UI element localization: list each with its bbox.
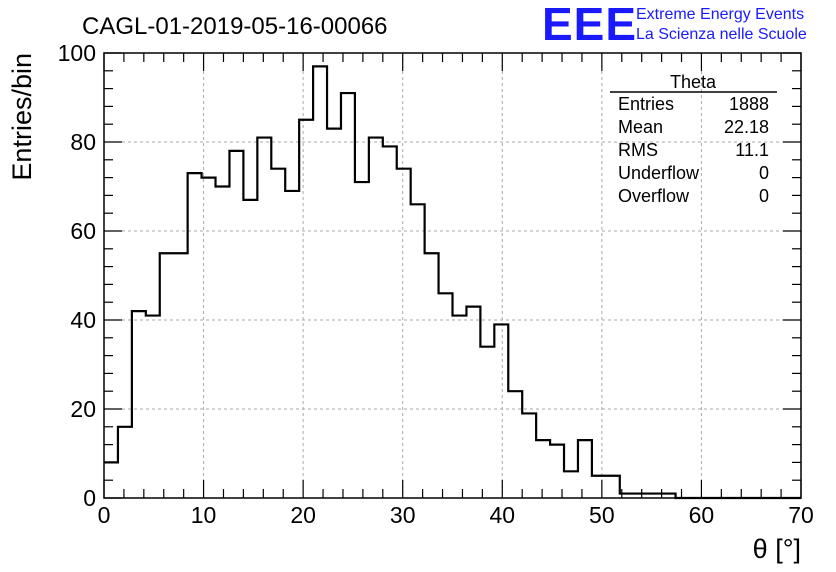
y-tick-label: 100 xyxy=(58,40,96,66)
stats-label-overflow: Overflow xyxy=(618,186,690,206)
x-tick-label: 40 xyxy=(489,502,515,528)
x-axis-label: θ [°] xyxy=(753,534,801,564)
grid-lines xyxy=(104,53,801,498)
x-tick-label: 70 xyxy=(788,502,814,528)
plot-frame xyxy=(103,52,802,499)
stats-title: Theta xyxy=(670,72,717,92)
y-tick-label: 20 xyxy=(70,396,96,422)
stats-value-mean: 22.18 xyxy=(724,117,769,137)
x-tick-label: 30 xyxy=(390,502,416,528)
x-tick-label: 60 xyxy=(689,502,715,528)
eee-logo: EEE Extreme Energy Events La Scienza nel… xyxy=(542,0,807,50)
x-tick-label: 50 xyxy=(589,502,615,528)
x-tick-label: 20 xyxy=(290,502,316,528)
x-tick-label: 10 xyxy=(191,502,217,528)
stats-value-underflow: 0 xyxy=(759,163,769,183)
chart-title: CAGL-01-2019-05-16-00066 xyxy=(82,13,388,40)
y-tick-label: 80 xyxy=(70,129,96,155)
stats-value-overflow: 0 xyxy=(759,186,769,206)
minor-ticks xyxy=(103,52,802,499)
eee-logo-mark: EEE xyxy=(542,0,637,50)
stats-label-underflow: Underflow xyxy=(618,163,700,183)
y-axis-label: Entries/bin xyxy=(7,53,37,181)
eee-logo-line1: Extreme Energy Events xyxy=(636,6,804,23)
x-tick-label: 0 xyxy=(98,502,111,528)
stats-box: Theta Entries 1888 Mean 22.18 RMS 11.1 U… xyxy=(610,72,777,206)
y-tick-label: 40 xyxy=(70,307,96,333)
histogram-line xyxy=(104,65,801,500)
y-tick-label: 0 xyxy=(83,485,96,511)
stats-label-entries: Entries xyxy=(618,94,674,114)
y-tick-label: 60 xyxy=(70,218,96,244)
stats-value-rms: 11.1 xyxy=(735,140,769,160)
eee-logo-line2: La Scienza nelle Scuole xyxy=(636,26,807,43)
frame-background xyxy=(104,53,801,498)
stats-label-rms: RMS xyxy=(618,140,658,160)
y-tick-labels: 0 20 40 60 80 100 xyxy=(58,40,96,511)
stats-label-mean: Mean xyxy=(618,117,663,137)
x-tick-labels: 0 10 20 30 40 50 60 70 xyxy=(98,502,814,528)
stats-value-entries: 1888 xyxy=(729,94,769,114)
